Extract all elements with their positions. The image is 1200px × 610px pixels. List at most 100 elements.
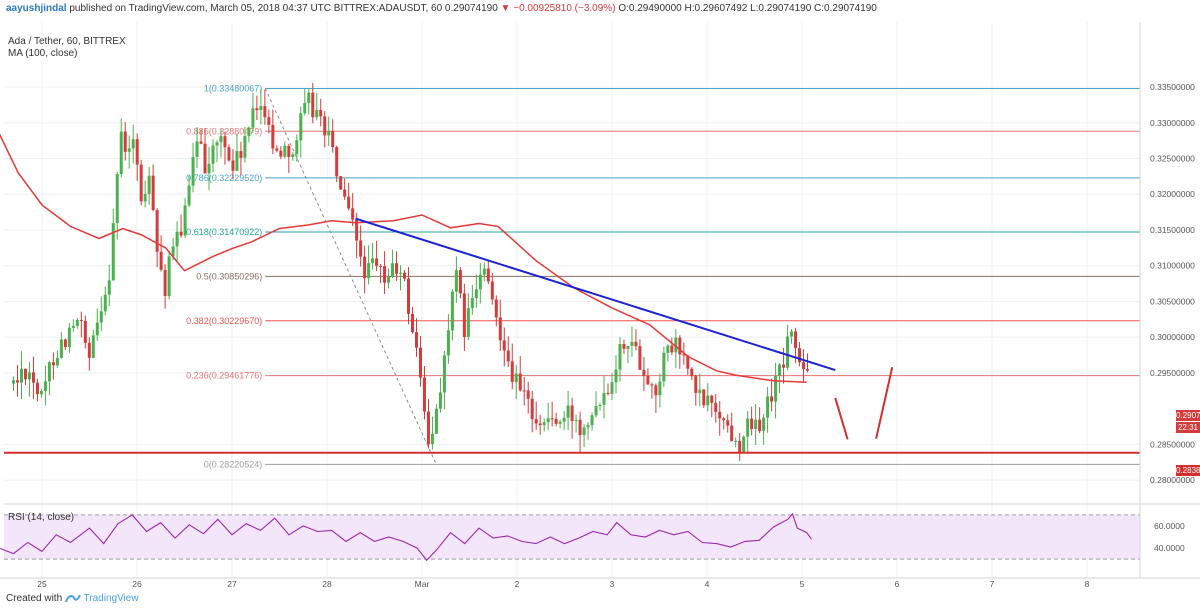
- candle-body: [726, 420, 730, 426]
- candle-body: [586, 425, 590, 428]
- time-tick-label: 26: [132, 579, 142, 589]
- candle-body: [450, 291, 454, 331]
- candle-body: [199, 141, 203, 144]
- fib-anchor-line: [264, 88, 437, 465]
- candle-body: [518, 373, 522, 391]
- time-tick-label: 2: [515, 579, 520, 589]
- candle-body: [363, 256, 367, 279]
- candle-body: [666, 345, 670, 353]
- candle-body: [91, 335, 95, 358]
- bearish-trendline: [355, 217, 836, 372]
- candle-body: [171, 246, 175, 257]
- candle-body: [698, 389, 702, 393]
- candle-body: [263, 106, 267, 118]
- support-price-tag: 0.28383471: [1176, 465, 1200, 476]
- candle-body: [426, 411, 430, 445]
- candle-body: [403, 272, 407, 279]
- candle-body: [650, 384, 654, 386]
- author-name[interactable]: aayushjindal: [6, 3, 67, 14]
- candle-body: [23, 368, 27, 380]
- candle-body: [239, 151, 243, 158]
- time-tick-label: 28: [322, 579, 332, 589]
- candle-body: [235, 151, 239, 171]
- candle-body: [430, 433, 434, 445]
- candle-body: [95, 322, 99, 336]
- candle-body: [606, 392, 610, 394]
- candle-body: [247, 127, 251, 137]
- candle-body: [283, 145, 287, 157]
- candle-body: [15, 380, 19, 383]
- last-price-tag: 0.29074190: [1176, 410, 1200, 421]
- candle-body: [686, 355, 690, 369]
- time-tick-label: 4: [705, 579, 710, 589]
- ma-legend: MA (100, close): [8, 48, 78, 59]
- candle-body: [618, 344, 622, 370]
- chart-overlays: [0, 133, 1140, 454]
- time-tick-label: 8: [1085, 579, 1090, 589]
- projection-up-stroke: [875, 366, 894, 439]
- candle-body: [143, 193, 147, 202]
- candle-body: [470, 298, 474, 309]
- candle-body: [514, 373, 518, 382]
- candle-body: [243, 136, 247, 158]
- candle-body: [670, 345, 674, 353]
- candle-body: [279, 150, 283, 157]
- candle-body: [367, 263, 371, 279]
- published-info: published on TradingView.com, March 05, …: [69, 3, 331, 14]
- candle-body: [462, 293, 466, 337]
- candle-body: [275, 148, 279, 151]
- chart-grid: [4, 22, 1140, 578]
- candle-body: [494, 299, 498, 318]
- fib-level-label: 1(0.33480067): [204, 83, 263, 93]
- candle-body: [207, 163, 211, 174]
- candle-body: [702, 389, 706, 406]
- candle-body: [191, 156, 195, 186]
- candle-body: [658, 381, 662, 396]
- candle-body: [151, 175, 155, 210]
- candle-body: [786, 336, 790, 368]
- candle-body: [446, 330, 450, 356]
- candle-body: [546, 418, 550, 423]
- candle-body: [87, 342, 91, 358]
- projection-down-stroke: [834, 397, 849, 440]
- candle-body: [602, 392, 606, 405]
- price-tick-label: 0.29500000: [1150, 368, 1195, 378]
- price-tick-label: 0.33000000: [1150, 118, 1195, 128]
- candle-body: [458, 270, 462, 294]
- price-tick-label: 0.31000000: [1150, 261, 1195, 271]
- candle-body: [119, 131, 123, 174]
- candle-body: [175, 231, 179, 247]
- candle-body: [359, 240, 363, 257]
- candle-body: [738, 440, 742, 452]
- candle-body: [155, 209, 159, 252]
- tradingview-brand[interactable]: TradingView: [83, 593, 139, 604]
- fibonacci-retracement: 1(0.33480067) 0.886(0.32880479) 0.786(0.32…: [186, 83, 1140, 469]
- candle-body: [335, 147, 339, 177]
- candle-body: [27, 372, 31, 380]
- candle-body: [203, 143, 207, 174]
- candle-body: [526, 390, 530, 399]
- time-tick-label: 5: [800, 579, 805, 589]
- candle-body: [538, 423, 542, 426]
- candle-body: [594, 406, 598, 416]
- candle-body: [99, 311, 103, 323]
- candle-body: [554, 418, 558, 424]
- candle-body: [159, 251, 163, 270]
- candle-body: [662, 352, 666, 382]
- footer: Created with TradingView: [6, 593, 139, 604]
- candle-body: [299, 113, 303, 141]
- candle-body: [323, 116, 327, 136]
- candle-body: [267, 117, 271, 125]
- candle-body: [271, 124, 275, 149]
- candle-body: [750, 418, 754, 430]
- candle-body: [762, 417, 766, 432]
- candle-body: [311, 92, 315, 118]
- candle-body: [115, 173, 119, 224]
- candle-body: [43, 381, 47, 391]
- price-tick-label: 0.32500000: [1150, 153, 1195, 163]
- candle-body: [303, 102, 307, 114]
- candle-body: [598, 404, 602, 407]
- candle-body: [566, 405, 570, 418]
- candle-body: [407, 278, 411, 314]
